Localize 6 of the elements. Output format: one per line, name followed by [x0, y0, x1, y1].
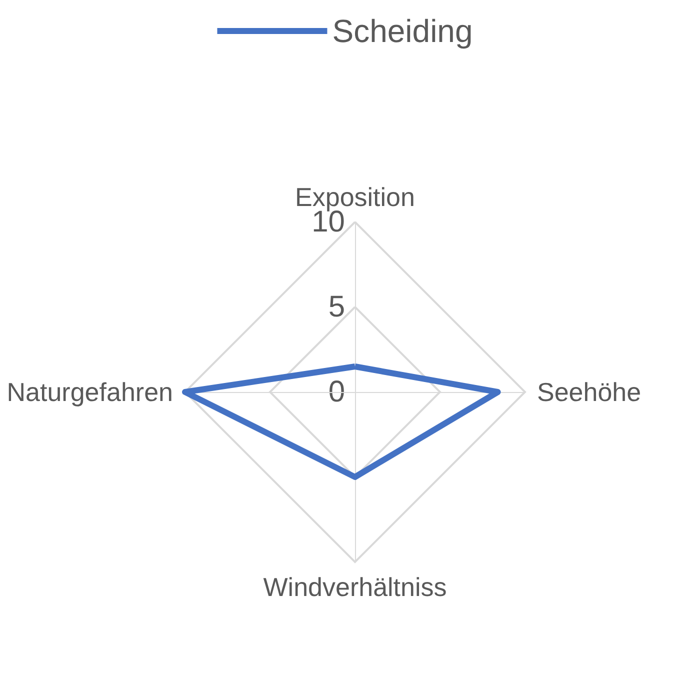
spoke-label: Seehöhe [537, 377, 642, 407]
y-tick-label: 0 [328, 376, 345, 408]
spoke-label: Windverhältniss [263, 572, 447, 602]
legend-label: Scheiding [332, 13, 473, 49]
spoke-label: Naturgefahren [6, 377, 173, 407]
y-tick-label: 5 [328, 290, 345, 324]
